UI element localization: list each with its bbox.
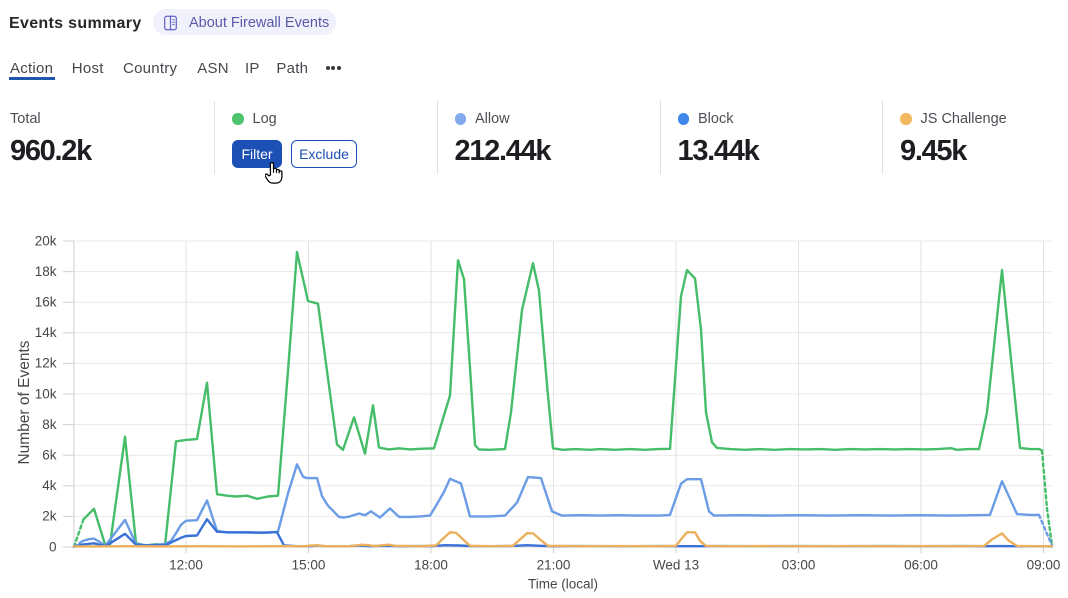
svg-text:Wed 13: Wed 13 — [653, 558, 699, 573]
svg-text:18k: 18k — [35, 264, 57, 279]
svg-text:18:00: 18:00 — [414, 558, 448, 573]
svg-text:Time (local): Time (local) — [528, 577, 598, 592]
svg-text:12:00: 12:00 — [169, 558, 203, 573]
svg-text:8k: 8k — [42, 417, 57, 432]
svg-text:09:00: 09:00 — [1027, 558, 1061, 573]
svg-text:03:00: 03:00 — [782, 558, 816, 573]
svg-text:06:00: 06:00 — [904, 558, 938, 573]
svg-text:21:00: 21:00 — [537, 558, 571, 573]
svg-text:0: 0 — [49, 539, 57, 554]
svg-text:12k: 12k — [35, 356, 57, 371]
svg-text:Number of Events: Number of Events — [16, 340, 33, 464]
svg-text:16k: 16k — [35, 295, 57, 310]
svg-text:6k: 6k — [42, 448, 57, 463]
svg-text:10k: 10k — [35, 386, 57, 401]
svg-text:20k: 20k — [35, 233, 57, 248]
svg-text:14k: 14k — [35, 325, 57, 340]
svg-text:4k: 4k — [42, 478, 57, 493]
svg-text:2k: 2k — [42, 509, 57, 524]
svg-text:15:00: 15:00 — [292, 558, 326, 573]
